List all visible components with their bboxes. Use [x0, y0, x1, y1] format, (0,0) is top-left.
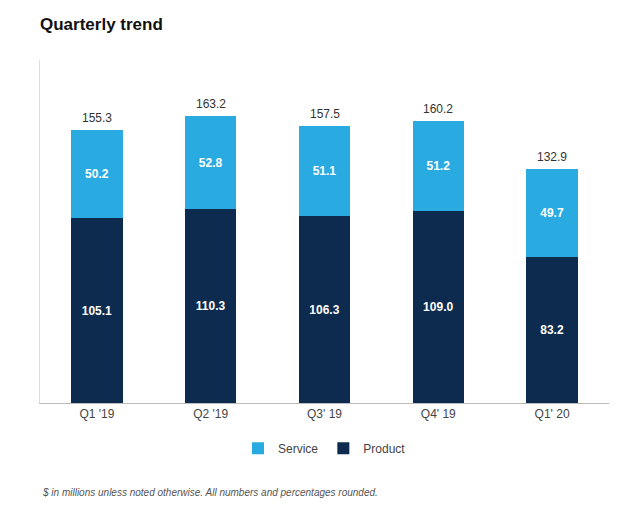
svg-text:106.3: 106.3 — [309, 303, 339, 317]
svg-text:Service: Service — [278, 442, 318, 456]
svg-text:Q1 '19: Q1 '19 — [79, 407, 114, 421]
svg-text:51.2: 51.2 — [426, 159, 450, 173]
svg-text:49.7: 49.7 — [540, 206, 564, 220]
svg-text:50.2: 50.2 — [85, 167, 109, 181]
svg-text:155.3: 155.3 — [82, 111, 112, 125]
svg-text:Quarterly trend: Quarterly trend — [40, 15, 163, 34]
svg-text:52.8: 52.8 — [199, 156, 223, 170]
svg-text:110.3: 110.3 — [196, 299, 226, 313]
svg-text:163.2: 163.2 — [196, 97, 226, 111]
svg-text:51.1: 51.1 — [313, 164, 337, 178]
svg-text:Q1' 20: Q1' 20 — [535, 407, 570, 421]
svg-text:132.9: 132.9 — [537, 150, 567, 164]
svg-text:Q4' 19: Q4' 19 — [421, 407, 456, 421]
svg-text:Product: Product — [363, 442, 405, 456]
svg-text:Q2 '19: Q2 '19 — [193, 407, 228, 421]
svg-text:160.2: 160.2 — [423, 102, 453, 116]
svg-text:$ in millions unless noted oth: $ in millions unless noted otherwise. Al… — [42, 487, 378, 498]
svg-text:Q3' 19: Q3' 19 — [307, 407, 342, 421]
svg-text:105.1: 105.1 — [82, 304, 112, 318]
svg-text:83.2: 83.2 — [540, 323, 564, 337]
svg-text:109.0: 109.0 — [423, 300, 453, 314]
svg-text:157.5: 157.5 — [310, 107, 340, 121]
